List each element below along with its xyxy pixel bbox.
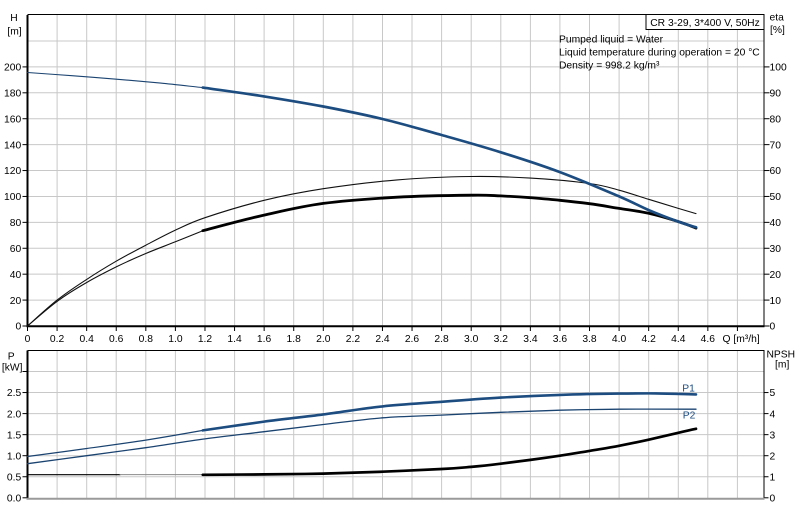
svg-text:4: 4 [770, 409, 776, 420]
svg-text:Density = 998.2 kg/m³: Density = 998.2 kg/m³ [559, 61, 660, 72]
svg-text:H: H [10, 13, 17, 24]
svg-text:0: 0 [25, 334, 31, 345]
svg-text:20: 20 [10, 296, 22, 307]
svg-text:NPSH: NPSH [767, 350, 796, 361]
svg-text:Liquid temperature during oper: Liquid temperature during operation = 20… [559, 48, 760, 59]
svg-text:[m]: [m] [775, 360, 789, 371]
svg-text:2.5: 2.5 [7, 388, 22, 399]
svg-text:1.2: 1.2 [198, 334, 213, 345]
svg-text:20: 20 [770, 270, 782, 281]
svg-text:eta: eta [770, 13, 785, 24]
svg-text:P2: P2 [683, 411, 696, 422]
svg-text:CR 3-29, 3*400 V, 50Hz: CR 3-29, 3*400 V, 50Hz [650, 18, 760, 29]
svg-text:1: 1 [770, 472, 776, 483]
svg-text:80: 80 [770, 114, 782, 125]
svg-text:70: 70 [770, 140, 782, 151]
svg-text:0: 0 [770, 494, 776, 505]
svg-text:0.4: 0.4 [80, 334, 95, 345]
svg-text:5: 5 [770, 388, 776, 399]
svg-text:40: 40 [10, 270, 22, 281]
svg-text:60: 60 [10, 244, 22, 255]
svg-text:2.0: 2.0 [7, 409, 22, 420]
svg-text:2.2: 2.2 [346, 334, 361, 345]
svg-text:1.6: 1.6 [257, 334, 272, 345]
svg-text:2.8: 2.8 [434, 334, 449, 345]
svg-text:200: 200 [4, 63, 21, 74]
svg-text:3.6: 3.6 [553, 334, 568, 345]
svg-text:0.5: 0.5 [7, 472, 22, 483]
svg-text:80: 80 [10, 218, 22, 229]
svg-text:1.0: 1.0 [7, 451, 22, 462]
svg-text:[%]: [%] [770, 25, 785, 36]
svg-text:140: 140 [4, 140, 21, 151]
svg-text:3.2: 3.2 [494, 334, 509, 345]
svg-text:Q [m³/h]: Q [m³/h] [723, 334, 760, 345]
svg-text:30: 30 [770, 244, 782, 255]
svg-text:50: 50 [770, 192, 782, 203]
svg-text:[m]: [m] [7, 27, 21, 38]
svg-text:2: 2 [770, 451, 776, 462]
svg-text:Pumped liquid = Water: Pumped liquid = Water [559, 35, 664, 46]
svg-text:4.6: 4.6 [701, 334, 716, 345]
svg-text:0.2: 0.2 [50, 334, 65, 345]
svg-text:3.0: 3.0 [464, 334, 479, 345]
svg-text:1.8: 1.8 [287, 334, 302, 345]
svg-text:2.4: 2.4 [375, 334, 390, 345]
svg-text:100: 100 [770, 63, 787, 74]
svg-text:4.0: 4.0 [612, 334, 627, 345]
svg-text:3.8: 3.8 [582, 334, 597, 345]
svg-text:2.0: 2.0 [316, 334, 331, 345]
svg-text:0.8: 0.8 [139, 334, 154, 345]
svg-text:1.4: 1.4 [227, 334, 242, 345]
svg-text:180: 180 [4, 89, 21, 100]
svg-text:P1: P1 [682, 384, 695, 395]
svg-text:1.0: 1.0 [168, 334, 183, 345]
svg-text:3: 3 [770, 430, 776, 441]
svg-text:P: P [8, 351, 15, 362]
svg-text:10: 10 [770, 296, 782, 307]
svg-text:1.5: 1.5 [7, 430, 22, 441]
svg-text:40: 40 [770, 218, 782, 229]
svg-text:60: 60 [770, 166, 782, 177]
svg-text:4.2: 4.2 [642, 334, 657, 345]
svg-text:4.4: 4.4 [671, 334, 686, 345]
svg-text:[kW]: [kW] [2, 363, 23, 374]
svg-text:120: 120 [4, 166, 21, 177]
svg-text:0.0: 0.0 [7, 494, 22, 505]
svg-text:90: 90 [770, 89, 782, 100]
svg-text:0.6: 0.6 [109, 334, 124, 345]
svg-text:0: 0 [15, 322, 21, 333]
svg-text:3.4: 3.4 [523, 334, 538, 345]
svg-text:160: 160 [4, 114, 21, 125]
svg-text:2.6: 2.6 [405, 334, 420, 345]
svg-text:100: 100 [4, 192, 21, 203]
svg-text:0: 0 [770, 322, 776, 333]
